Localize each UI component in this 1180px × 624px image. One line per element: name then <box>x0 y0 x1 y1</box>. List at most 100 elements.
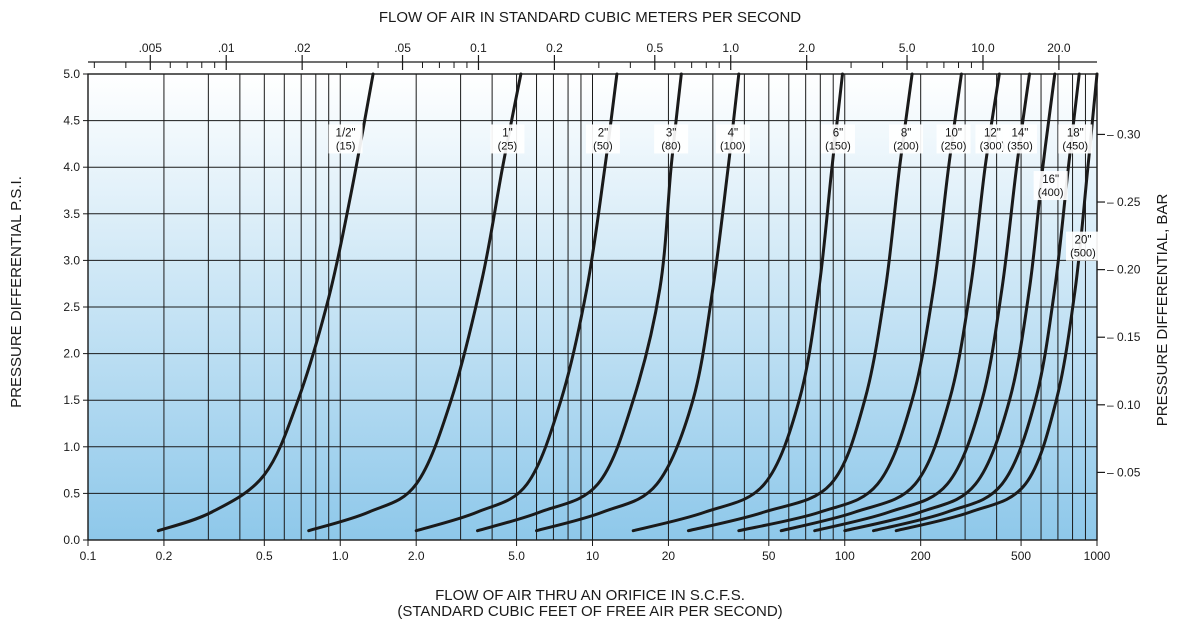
x-tick-label: 1.0 <box>332 549 349 563</box>
chart-title: FLOW OF AIR IN STANDARD CUBIC METERS PER… <box>379 9 801 26</box>
curve-label-metric: (350) <box>1007 140 1033 152</box>
curve-label-size: 1/2" <box>336 127 356 139</box>
x-tick-label: 20 <box>662 549 676 563</box>
y-tick-label: 0.5 <box>63 486 80 500</box>
right-tick-label: – 0.05 <box>1107 465 1141 479</box>
x-tick-label: 1000 <box>1084 549 1111 563</box>
curve-label-size: 12" <box>984 127 1001 139</box>
y-axis-title-right: PRESSURE DIFFERENTIAL, BAR <box>1154 194 1171 427</box>
top-tick-label: 0.2 <box>546 41 563 55</box>
y-tick-label: 0.0 <box>63 533 80 547</box>
curve-label-bg <box>328 124 363 154</box>
curve-label-bg <box>936 124 971 154</box>
x-tick-label: 200 <box>911 549 931 563</box>
curve-orifice-4 <box>535 72 741 533</box>
x-tick-label: 10 <box>586 549 600 563</box>
curve-orifice-3 <box>476 72 683 533</box>
curve-label-size: 14" <box>1012 127 1029 139</box>
y-tick-label: 3.5 <box>63 207 80 221</box>
curve-label-bg <box>1033 171 1068 201</box>
curve-orifice-9 <box>813 72 1031 533</box>
curve-label-size: 16" <box>1042 174 1059 186</box>
curve-label-metric: (200) <box>893 140 919 152</box>
curve-label-bg <box>889 124 924 154</box>
top-tick-label: 2.0 <box>798 41 815 55</box>
y-tick-label: 3.0 <box>63 253 80 267</box>
curve-orifice-12 <box>894 72 1099 533</box>
curve-label-bg <box>715 124 750 154</box>
curve-orifice-2 <box>414 72 619 533</box>
curves <box>156 72 1099 533</box>
top-tick-label: 20.0 <box>1047 41 1071 55</box>
x-tick-label: 50 <box>762 549 776 563</box>
curve-label-bg <box>820 124 855 154</box>
x-tick-label: 5.0 <box>508 549 525 563</box>
curve-label-size: 10" <box>945 127 962 139</box>
top-tick-label: 1.0 <box>722 41 739 55</box>
top-tick-label: 0.5 <box>646 41 663 55</box>
top-tick-label: .005 <box>139 41 163 55</box>
curve-label-size: 6" <box>833 127 843 139</box>
right-tick-label: – 0.30 <box>1107 127 1141 141</box>
y-tick-label: 2.0 <box>63 347 80 361</box>
curve-label-bg <box>654 124 689 154</box>
curve-orifice-5 <box>631 72 844 533</box>
curve-orifice-6 <box>686 72 914 533</box>
curve-label-metric: (80) <box>661 140 681 152</box>
top-tick-label: 0.1 <box>470 41 487 55</box>
y-tick-label: 5.0 <box>63 67 80 81</box>
top-tick-label: .01 <box>218 41 235 55</box>
curve-label-size: 18" <box>1067 127 1084 139</box>
curve-label-metric: (300) <box>980 140 1006 152</box>
curve-label-size: 2" <box>598 127 608 139</box>
curve-orifice-7 <box>737 72 963 533</box>
axes: 0.1 0.2 0.5 1.0 2.0 5.0 10 20 50 100 200 500 1000 0.0… <box>63 41 1140 563</box>
top-tick-label: .02 <box>294 41 311 55</box>
curve-label-metric: (250) <box>941 140 967 152</box>
curve-label-metric: (450) <box>1062 140 1088 152</box>
curve-label-bg <box>585 124 620 154</box>
y-axis-title-left: PRESSURE DIFFERENTIAL P.S.I. <box>8 176 25 408</box>
y-tick-label: 4.5 <box>63 114 80 128</box>
right-tick-label: – 0.10 <box>1107 398 1141 412</box>
curve-orifice-11 <box>872 72 1081 533</box>
y-tick-label: 1.0 <box>63 440 80 454</box>
curve-label-metric: (15) <box>336 140 356 152</box>
curve-orifice-1 <box>307 72 523 533</box>
top-tick-label: .05 <box>394 41 411 55</box>
right-tick-label: – 0.20 <box>1107 263 1141 277</box>
x-axis-subtitle: (STANDARD CUBIC FEET OF FREE AIR PER SEC… <box>397 603 782 620</box>
x-tick-label: 0.2 <box>156 549 173 563</box>
right-tick-label: – 0.15 <box>1107 330 1141 344</box>
x-tick-label: 2.0 <box>408 549 425 563</box>
y-tick-label: 4.0 <box>63 160 80 174</box>
top-tick-label: 10.0 <box>971 41 995 55</box>
curve-label-size: 4" <box>728 127 738 139</box>
curve-label-size: 20" <box>1075 235 1092 247</box>
curve-label-metric: (150) <box>825 140 851 152</box>
curve-label-metric: (50) <box>593 140 613 152</box>
x-axis-title: FLOW OF AIR THRU AN ORIFICE IN S.C.F.S. <box>435 587 745 604</box>
curve-orifice-8 <box>779 72 1001 533</box>
right-tick-label: – 0.25 <box>1107 195 1141 209</box>
curve-labels: 1/2"(15) 1"(25) 2"(50) 3"(80) 4"(100) 6"(150)… <box>328 124 1100 261</box>
y-tick-label: 2.5 <box>63 300 80 314</box>
curve-label-size: 8" <box>901 127 911 139</box>
curve-label-bg <box>1002 124 1037 154</box>
curve-label-metric: (25) <box>498 140 518 152</box>
x-tick-label: 0.1 <box>80 549 97 563</box>
curve-orifice-0 <box>156 72 375 533</box>
x-tick-label: 0.5 <box>256 549 273 563</box>
curve-label-metric: (500) <box>1070 248 1096 260</box>
curve-label-size: 1" <box>502 127 512 139</box>
curve-label-bg <box>1065 231 1100 261</box>
x-tick-label: 500 <box>1011 549 1031 563</box>
curve-label-metric: (100) <box>720 140 746 152</box>
y-tick-label: 1.5 <box>63 393 80 407</box>
curve-label-bg <box>490 124 525 154</box>
curve-label-bg <box>1058 124 1093 154</box>
curve-label-metric: (400) <box>1038 187 1064 199</box>
x-tick-label: 100 <box>835 549 855 563</box>
curve-label-size: 3" <box>666 127 676 139</box>
